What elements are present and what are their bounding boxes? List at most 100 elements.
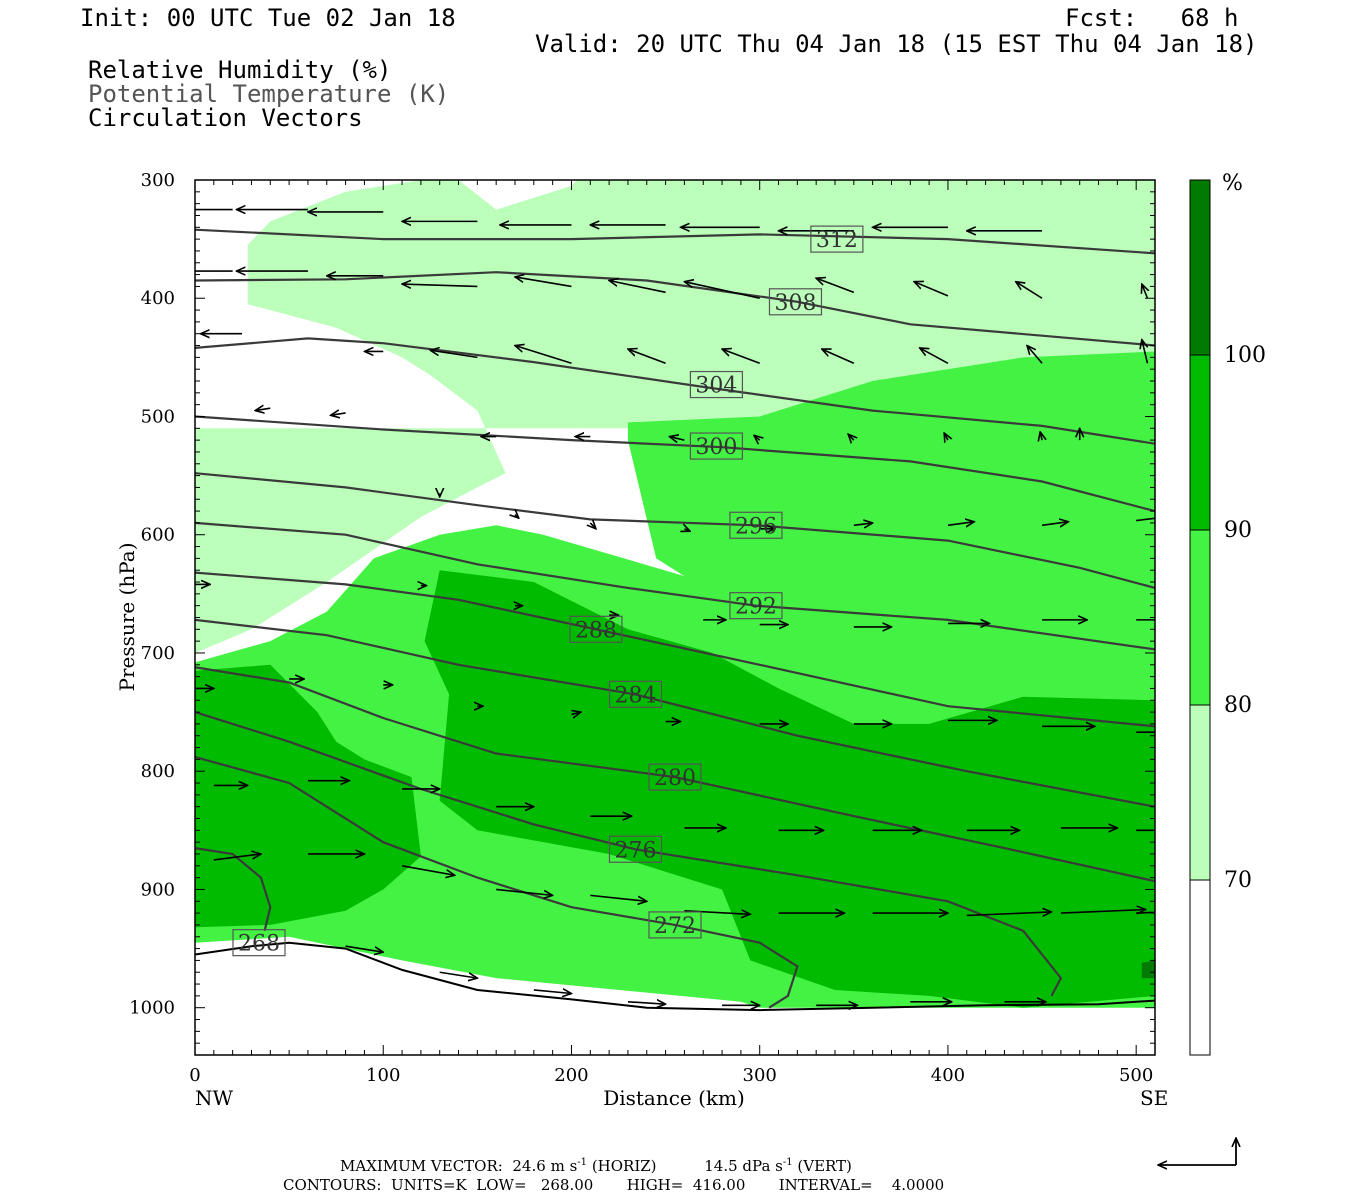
contour-label-box-296	[729, 511, 783, 539]
circulation-vector	[1136, 517, 1155, 522]
contour-label-280: 280	[654, 766, 696, 791]
valid-time: Valid: 20 UTC Thu 04 Jan 18 (15 EST Thu …	[535, 30, 1258, 58]
circulation-vector	[1016, 282, 1043, 299]
circulation-vector	[627, 1002, 666, 1004]
circulation-vector	[914, 282, 949, 297]
y-tick-label: 600	[141, 525, 175, 546]
theta-contour-272	[195, 755, 799, 1009]
contour-label-box-288	[569, 615, 623, 643]
theta-contour-292	[195, 521, 1155, 651]
scale-vector-icon	[1158, 1138, 1236, 1165]
circulation-vector	[571, 712, 580, 714]
y-tick-label: 300	[141, 170, 175, 191]
circulation-vector	[1060, 910, 1146, 914]
contour-label-288: 288	[575, 618, 617, 643]
colorbar-segment	[1189, 179, 1211, 356]
circulation-vector	[684, 282, 760, 300]
circulation-vector	[816, 278, 855, 294]
circulation-vector	[822, 349, 855, 365]
max-vert-value: 14.5	[704, 1157, 738, 1175]
circulation-vector	[1142, 284, 1148, 299]
contour-label-box-284	[608, 680, 663, 708]
circulation-vector	[944, 433, 948, 440]
y-tick-label: 700	[141, 643, 175, 664]
circulation-vector	[401, 865, 455, 875]
circulation-vector	[345, 945, 384, 952]
theta-contour-288	[195, 571, 1155, 728]
circulation-vector	[1142, 340, 1148, 364]
x-end-label-nw: NW	[195, 1086, 234, 1110]
circulation-vector	[609, 281, 666, 294]
colorbar-unit: %	[1222, 171, 1243, 196]
circulation-vector	[669, 437, 685, 441]
theta-contour-304	[195, 337, 1155, 445]
circulation-vector	[947, 522, 974, 526]
theta-contour-280	[195, 666, 1155, 883]
y-tick-label: 900	[141, 879, 175, 900]
y-tick-label: 400	[141, 288, 175, 309]
theta-contour-300	[195, 415, 1155, 513]
colorbar-segment	[1189, 354, 1211, 531]
contour-label-272: 272	[654, 914, 696, 939]
max-vert-exponent: -1	[782, 1157, 793, 1168]
contour-label-284: 284	[614, 683, 656, 708]
contour-label-292: 292	[735, 595, 777, 620]
colorbar-segment	[1189, 879, 1211, 1056]
max-horiz-value: 24.6	[512, 1157, 546, 1175]
max-vector-prefix: MAXIMUM VECTOR:	[340, 1157, 503, 1175]
circulation-vector	[628, 349, 666, 365]
circulation-vector	[515, 515, 519, 519]
circulation-vector	[1027, 346, 1043, 364]
field-vectors: Circulation Vectors	[88, 104, 363, 132]
init-time: Init: 00 UTC Tue 02 Jan 18	[80, 4, 456, 32]
colorbar-label: 80	[1224, 693, 1252, 718]
contour-label-296: 296	[735, 514, 777, 539]
colorbar-segment	[1189, 704, 1211, 881]
x-tick-label: 200	[554, 1065, 588, 1086]
max-horiz-exponent: -1	[577, 1157, 588, 1168]
x-tick-label: 300	[743, 1065, 777, 1086]
y-axis-title: Pressure (hPa)	[115, 543, 139, 692]
contour-label-312: 312	[816, 228, 858, 253]
theta-contour-276	[195, 711, 1063, 997]
theta-contour-312	[195, 228, 1155, 255]
x-tick-label: 500	[1119, 1065, 1153, 1086]
circulation-vector	[1040, 432, 1042, 440]
field-rh: Relative Humidity (%)	[88, 56, 392, 84]
y-tick-label: 1000	[129, 998, 175, 1019]
rh-region-70-0	[195, 180, 1155, 653]
circulation-vector	[853, 523, 873, 525]
contour-label-box-312	[810, 225, 864, 253]
contour-label-box-272	[648, 911, 702, 939]
terrain-line	[195, 941, 1155, 1012]
contour-label-box-276	[608, 835, 663, 863]
circulation-vector	[213, 854, 261, 861]
colorbar-label: 100	[1224, 343, 1266, 368]
contour-info: CONTOURS: UNITS=K LOW= 268.00 HIGH= 416.…	[283, 1176, 945, 1194]
field-theta: Potential Temperature (K)	[88, 80, 450, 108]
contour-label-268: 268	[238, 932, 280, 957]
colorbar-segment	[1189, 529, 1211, 706]
circulation-vector	[754, 435, 760, 440]
theta-contour-268	[195, 847, 272, 932]
theta-contour-308	[195, 271, 1155, 347]
y-tick-label: 800	[141, 761, 175, 782]
max-horiz-unit: m s	[550, 1157, 578, 1175]
contour-label-box-304	[689, 370, 744, 399]
contour-label-box-292	[729, 592, 783, 620]
x-axis-title: Distance (km)	[603, 1086, 745, 1110]
max-vert-unit: dPa s	[742, 1157, 783, 1175]
circulation-vector	[430, 350, 478, 359]
max-vert-suffix: (VERT)	[797, 1157, 852, 1175]
max-vector-line: MAXIMUM VECTOR: 24.6 m s-1 (HORIZ) 14.5 …	[340, 1157, 852, 1175]
circulation-vector	[848, 434, 854, 440]
contour-label-box-308	[768, 288, 823, 316]
x-tick-label: 400	[931, 1065, 965, 1086]
rh-region-90-3	[424, 570, 1155, 1008]
theta-contour-284	[195, 618, 1155, 808]
contour-label-308: 308	[774, 291, 816, 316]
circulation-vector	[590, 894, 646, 901]
x-tick-label: 100	[366, 1065, 400, 1086]
circulation-vector	[515, 346, 572, 365]
circulation-vector	[255, 408, 271, 410]
